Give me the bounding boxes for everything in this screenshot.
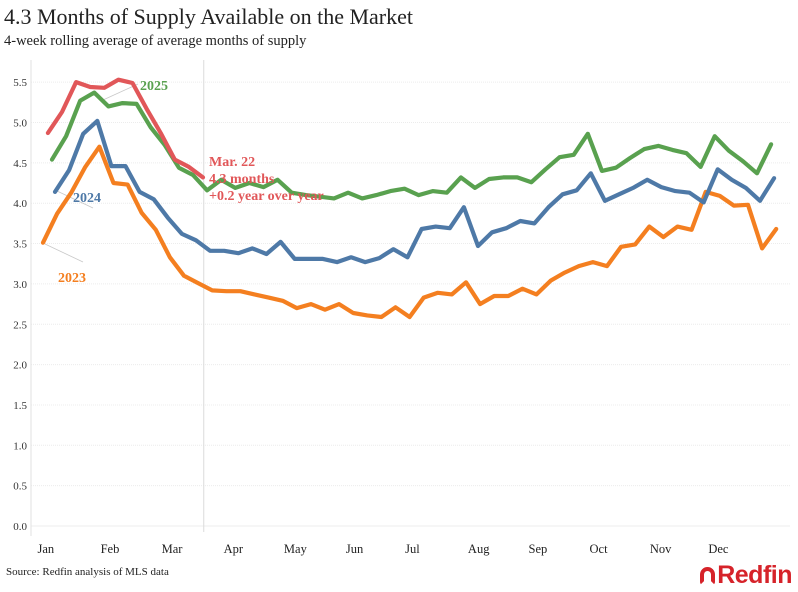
annotation-line: +0.2 year over year [209,189,324,204]
x-tick-label: Mar [162,542,184,556]
source-note: Source: Redfin analysis of MLS data [6,566,169,578]
x-tick-label: May [284,542,308,556]
series-line-2025 [49,90,774,201]
gridlines [30,60,790,536]
y-tick-label: 5.0 [13,118,27,130]
label-leader-lines [44,83,139,263]
y-tick-label: 0.5 [13,481,27,493]
annotation-line: Mar. 22 [209,155,255,170]
series-label-2023: 2023 [58,271,86,286]
y-tick-label: 1.0 [13,440,27,452]
x-tick-label: Jun [346,542,364,556]
series-line-2024 [52,118,777,265]
chart-subtitle: 4-week rolling average of average months… [4,33,307,49]
x-tick-label: Jul [405,542,420,556]
x-tick-label: Dec [708,542,729,556]
leader-line [56,190,94,209]
y-tick-label: 3.0 [13,279,27,291]
series-label-2025: 2025 [140,79,168,94]
x-axis: Jan Feb Mar Apr May Jun Jul Aug Sep Oct Nov Dec [37,542,728,556]
x-tick-label: Sep [529,542,548,556]
redfin-logo-text: Redfin [717,561,792,589]
y-tick-label: 2.5 [13,319,27,331]
y-tick-label: 1.5 [13,400,27,412]
chart-title: 4.3 Months of Supply Available on the Ma… [4,4,413,29]
y-tick-label: 0.0 [13,521,27,533]
y-tick-label: 3.5 [13,239,27,251]
series-line-2023 [40,144,779,320]
x-tick-label: Nov [650,542,672,556]
x-tick-label: Feb [101,542,120,556]
series-line-current [45,77,206,180]
series-labels: 2025 2024 2023 Mar. 22 4.3 months +0.2 year o… [58,79,324,286]
leader-line [44,243,84,263]
redfin-logo-icon [700,566,716,585]
x-tick-label: Apr [224,542,244,556]
y-tick-label: 4.5 [13,158,27,170]
redfin-logo: Redfin [700,561,792,590]
annotation-line: 4.3 months [209,172,275,187]
y-tick-label: 2.0 [13,360,27,372]
series-lines [40,77,779,320]
y-tick-label: 5.5 [13,77,27,89]
y-tick-label: 4.0 [13,198,27,210]
y-axis: 0.0 0.5 1.0 1.5 2.0 2.5 3.0 3.5 4.0 4.5 5.0 5.5 [13,77,27,533]
x-tick-label: Oct [590,542,609,556]
x-tick-label: Aug [468,542,490,556]
x-tick-label: Jan [37,542,54,556]
series-label-2024: 2024 [73,191,101,206]
